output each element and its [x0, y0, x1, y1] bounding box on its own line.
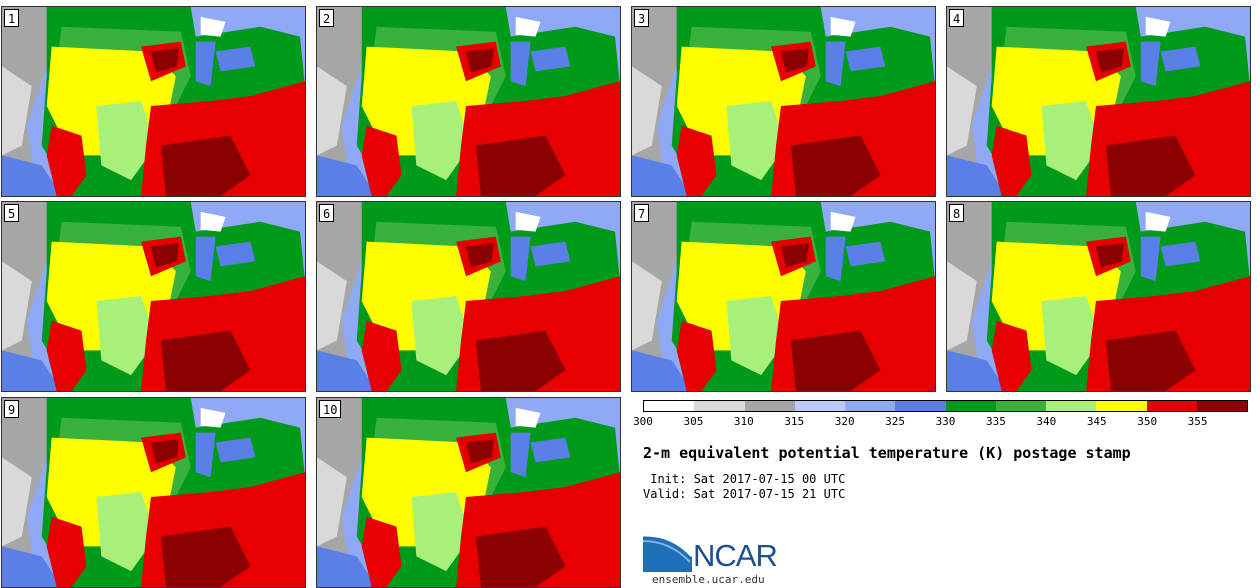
panel-number: 9: [4, 400, 20, 418]
map-panel: 3: [631, 6, 936, 197]
source-url: ensemble.ucar.edu: [652, 573, 765, 586]
colorbar-swatch: [1096, 401, 1147, 411]
map-panel: 8: [946, 201, 1251, 392]
map-image: [2, 398, 305, 587]
colorbar-label: 350: [1137, 415, 1158, 428]
map-image: [632, 202, 935, 391]
colorbar-swatch: [744, 401, 795, 411]
ncar-logo-icon: [642, 533, 694, 572]
panel-number: 6: [319, 204, 335, 222]
colorbar-swatch: [945, 401, 996, 411]
colorbar-label: 310: [733, 415, 754, 428]
colorbar-swatch: [845, 401, 896, 411]
map-image: [2, 202, 305, 391]
map-image: [947, 202, 1250, 391]
map-image: [317, 7, 620, 196]
colorbar-label: 340: [1036, 415, 1057, 428]
colorbar-label: 305: [683, 415, 704, 428]
panel-number: 8: [949, 204, 965, 222]
colorbar-swatch: [1146, 401, 1197, 411]
colorbar-label: 335: [985, 415, 1006, 428]
colorbar-swatch: [794, 401, 845, 411]
panel-number: 1: [4, 9, 20, 27]
map-image: [317, 398, 620, 587]
panel-number: 3: [634, 9, 650, 27]
panel-number: 7: [634, 204, 650, 222]
map-image: [317, 202, 620, 391]
panel-number: 10: [319, 400, 342, 418]
colorbar-swatch: [694, 401, 745, 411]
panel-number: 5: [4, 204, 20, 222]
map-panel: 10: [316, 397, 621, 588]
map-panel: 4: [946, 6, 1251, 197]
colorbar-swatch: [1196, 401, 1247, 411]
chart-title: 2-m equivalent potential temperature (K)…: [643, 444, 1131, 462]
map-panel: 5: [1, 201, 306, 392]
map-image: [2, 7, 305, 196]
map-panel: 7: [631, 201, 936, 392]
colorbar-swatch: [895, 401, 946, 411]
colorbar-label: 325: [885, 415, 906, 428]
colorbar-label: 330: [935, 415, 956, 428]
init-time: Init: Sat 2017-07-15 00 UTC: [643, 472, 846, 486]
colorbar-label: 320: [834, 415, 855, 428]
colorbar-label: 345: [1086, 415, 1107, 428]
colorbar-label: 300: [633, 415, 653, 428]
map-panel: 6: [316, 201, 621, 392]
panel-number: 4: [949, 9, 965, 27]
map-panel: 1: [1, 6, 306, 197]
panel-number: 2: [319, 9, 335, 27]
map-panel: 2: [316, 6, 621, 197]
map-image: [632, 7, 935, 196]
ncar-logo-text: NCAR: [693, 538, 778, 573]
colorbar-labels: 300 305 310 315 320 325 330 335 340 345 350 355: [633, 415, 1260, 429]
colorbar-label: 355: [1187, 415, 1208, 428]
colorbar-swatch: [995, 401, 1046, 411]
colorbar: [643, 400, 1248, 412]
map-panel: 9: [1, 397, 306, 588]
valid-time: Valid: Sat 2017-07-15 21 UTC: [643, 487, 846, 501]
colorbar-label: 315: [784, 415, 805, 428]
colorbar-swatch: [644, 401, 695, 411]
colorbar-swatch: [1046, 401, 1097, 411]
map-image: [947, 7, 1250, 196]
